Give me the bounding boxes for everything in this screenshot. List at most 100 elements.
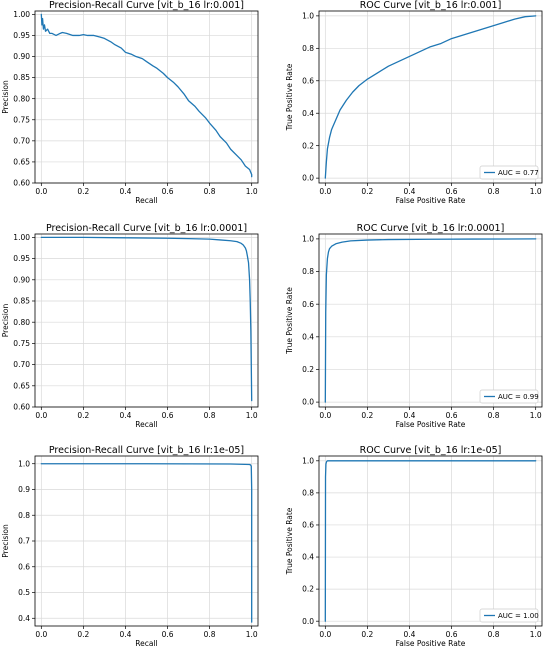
chart-2-ylabel: True Positive Rate bbox=[285, 63, 294, 131]
chart-3-ylabel: Precision bbox=[1, 304, 10, 338]
chart-3-ytick-label-5: 0.85 bbox=[13, 297, 30, 306]
chart-3-title: Precision-Recall Curve [vit_b_16 lr:0.00… bbox=[46, 223, 247, 234]
chart-4-ytick-label-5: 1.0 bbox=[302, 234, 314, 243]
chart-2-legend-label: AUC = 0.77 bbox=[498, 169, 539, 177]
chart-1-ylabel: Precision bbox=[1, 80, 10, 114]
chart-2-ytick-label-1: 0.2 bbox=[302, 141, 314, 150]
chart-6-xtick-label-5: 1.0 bbox=[530, 630, 542, 639]
chart-4-ytick-label-0: 0.0 bbox=[302, 398, 314, 407]
chart-2-ytick-label-3: 0.6 bbox=[302, 76, 314, 85]
chart-2-xtick-label-1: 0.2 bbox=[361, 187, 373, 196]
chart-1-plot-frame bbox=[34, 10, 259, 184]
chart-4-ytick-label-2: 0.4 bbox=[302, 332, 314, 341]
chart-4-ytick-label-3: 0.6 bbox=[302, 300, 314, 309]
chart-3-xtick-label-1: 0.2 bbox=[77, 411, 89, 420]
chart-4-legend: AUC = 0.99 bbox=[479, 389, 539, 404]
chart-2-xtick-label-3: 0.6 bbox=[446, 187, 458, 196]
chart-3-xtick-label-2: 0.4 bbox=[119, 411, 131, 420]
chart-5-ytick-label-3: 0.7 bbox=[18, 537, 30, 546]
chart-2-title: ROC Curve [vit_b_16 lr:0.001] bbox=[360, 0, 502, 11]
chart-3-ytick-label-3: 0.75 bbox=[13, 339, 30, 348]
chart-6-ytick-label-2: 0.4 bbox=[302, 553, 314, 562]
chart-4-xtick-label-5: 1.0 bbox=[530, 411, 542, 420]
chart-5-ytick-label-1: 0.5 bbox=[18, 588, 30, 597]
chart-4-title: ROC Curve [vit_b_16 lr:0.0001] bbox=[357, 223, 505, 234]
chart-2-legend: AUC = 0.77 bbox=[479, 165, 539, 180]
chart-5-ytick-label-0: 0.4 bbox=[18, 614, 30, 623]
chart-3-xtick-label-5: 1.0 bbox=[246, 411, 258, 420]
chart-1-xtick-label-1: 0.2 bbox=[77, 187, 89, 196]
chart-6-legend-label: AUC = 1.00 bbox=[498, 612, 539, 620]
chart-6-xtick-label-4: 0.8 bbox=[488, 630, 500, 639]
chart-5-xtick-label-0: 0.0 bbox=[35, 630, 47, 639]
chart-5-xtick-label-3: 0.6 bbox=[162, 630, 174, 639]
chart-6-ytick-label-3: 0.6 bbox=[302, 521, 314, 530]
chart-5-xtick-label-1: 0.2 bbox=[77, 630, 89, 639]
chart-1-xtick-label-0: 0.0 bbox=[35, 187, 47, 196]
chart-5-xlabel: Recall bbox=[135, 639, 157, 648]
chart-3-ytick-label-0: 0.60 bbox=[13, 403, 30, 412]
chart-1-xlabel: Recall bbox=[135, 196, 157, 205]
chart-3-ytick-label-1: 0.65 bbox=[13, 381, 30, 390]
chart-1-ytick-label-8: 1.00 bbox=[13, 10, 30, 19]
chart-1-title: Precision-Recall Curve [vit_b_16 lr:0.00… bbox=[49, 0, 244, 11]
chart-6-ytick-label-0: 0.0 bbox=[302, 617, 314, 626]
chart-5-ylabel: Precision bbox=[1, 524, 10, 558]
chart-3-series-line-0 bbox=[40, 236, 253, 402]
chart-3: 0.0 0.2 0.4 0.6 0.8 1.0 0.60 0.65 0.70 0.75 0.80 0.… bbox=[1, 223, 259, 429]
chart-6-xtick-label-3: 0.6 bbox=[446, 630, 458, 639]
chart-6: 0.0 0.2 0.4 0.6 0.8 1.0 0.0 0.2 0.4 0.6 0.8 1.0 ROC … bbox=[285, 445, 543, 648]
chart-3-ytick-label-7: 0.95 bbox=[13, 254, 30, 263]
chart-3-xtick-label-4: 0.8 bbox=[204, 411, 216, 420]
chart-5-series-line-0 bbox=[40, 463, 253, 623]
chart-5-ytick-label-6: 1.0 bbox=[18, 459, 30, 468]
chart-3-ytick-label-2: 0.70 bbox=[13, 360, 30, 369]
chart-3-ytick-label-8: 1.00 bbox=[13, 233, 30, 242]
chart-2-ytick-label-2: 0.4 bbox=[302, 109, 314, 118]
chart-2-ytick-label-5: 1.0 bbox=[302, 11, 314, 20]
chart-5-ytick-label-5: 0.9 bbox=[18, 485, 30, 494]
chart-1-ytick-label-3: 0.75 bbox=[13, 115, 30, 124]
chart-1-ytick-label-1: 0.65 bbox=[13, 158, 30, 167]
chart-1: 0.0 0.2 0.4 0.6 0.8 1.0 0.60 0.65 0.70 0.75 0.80 0.… bbox=[1, 0, 259, 205]
chart-2-plot-frame bbox=[318, 10, 543, 184]
chart-5-ytick-label-4: 0.8 bbox=[18, 511, 30, 520]
chart-4-xtick-label-0: 0.0 bbox=[319, 411, 331, 420]
chart-3-plot-frame bbox=[34, 233, 259, 408]
chart-4-series-line-0 bbox=[324, 238, 537, 403]
chart-6-ytick-label-5: 1.0 bbox=[302, 456, 314, 465]
chart-6-xtick-label-0: 0.0 bbox=[319, 630, 331, 639]
chart-1-ytick-label-6: 0.90 bbox=[13, 52, 30, 61]
chart-4-plot-frame bbox=[318, 233, 543, 408]
chart-5-xtick-label-2: 0.4 bbox=[119, 630, 131, 639]
chart-2-series-line-0 bbox=[324, 15, 537, 179]
chart-3-xtick-label-3: 0.6 bbox=[162, 411, 174, 420]
chart-2-xtick-label-0: 0.0 bbox=[319, 187, 331, 196]
chart-6-xtick-label-2: 0.4 bbox=[403, 630, 415, 639]
chart-6-legend: AUC = 1.00 bbox=[479, 608, 539, 623]
chart-5-xtick-label-5: 1.0 bbox=[246, 630, 258, 639]
chart-1-ytick-label-7: 0.95 bbox=[13, 31, 30, 40]
chart-4-ytick-label-4: 0.8 bbox=[302, 267, 314, 276]
chart-3-xtick-label-0: 0.0 bbox=[35, 411, 47, 420]
chart-2-xtick-label-4: 0.8 bbox=[488, 187, 500, 196]
chart-5: 0.0 0.2 0.4 0.6 0.8 1.0 0.4 0.5 0.6 0.7 0.8 0.9 1.0 P… bbox=[1, 445, 259, 648]
chart-3-ytick-label-4: 0.80 bbox=[13, 318, 30, 327]
chart-1-ytick-label-5: 0.85 bbox=[13, 73, 30, 82]
chart-1-xtick-label-3: 0.6 bbox=[162, 187, 174, 196]
chart-3-ytick-label-6: 0.90 bbox=[13, 275, 30, 284]
chart-3-xlabel: Recall bbox=[135, 420, 157, 429]
chart-4-xtick-label-4: 0.8 bbox=[488, 411, 500, 420]
chart-4-legend-box bbox=[479, 389, 539, 404]
chart-4-xlabel: False Positive Rate bbox=[396, 420, 466, 429]
chart-6-plot-frame bbox=[318, 455, 543, 627]
chart-1-xtick-label-2: 0.4 bbox=[119, 187, 131, 196]
chart-6-ytick-label-4: 0.8 bbox=[302, 488, 314, 497]
chart-2-ytick-label-0: 0.0 bbox=[302, 174, 314, 183]
chart-1-ytick-label-4: 0.80 bbox=[13, 94, 30, 103]
chart-6-xtick-label-1: 0.2 bbox=[361, 630, 373, 639]
chart-1-ytick-label-2: 0.70 bbox=[13, 136, 30, 145]
chart-4-legend-label: AUC = 0.99 bbox=[498, 393, 539, 401]
chart-2-xtick-label-2: 0.4 bbox=[403, 187, 415, 196]
